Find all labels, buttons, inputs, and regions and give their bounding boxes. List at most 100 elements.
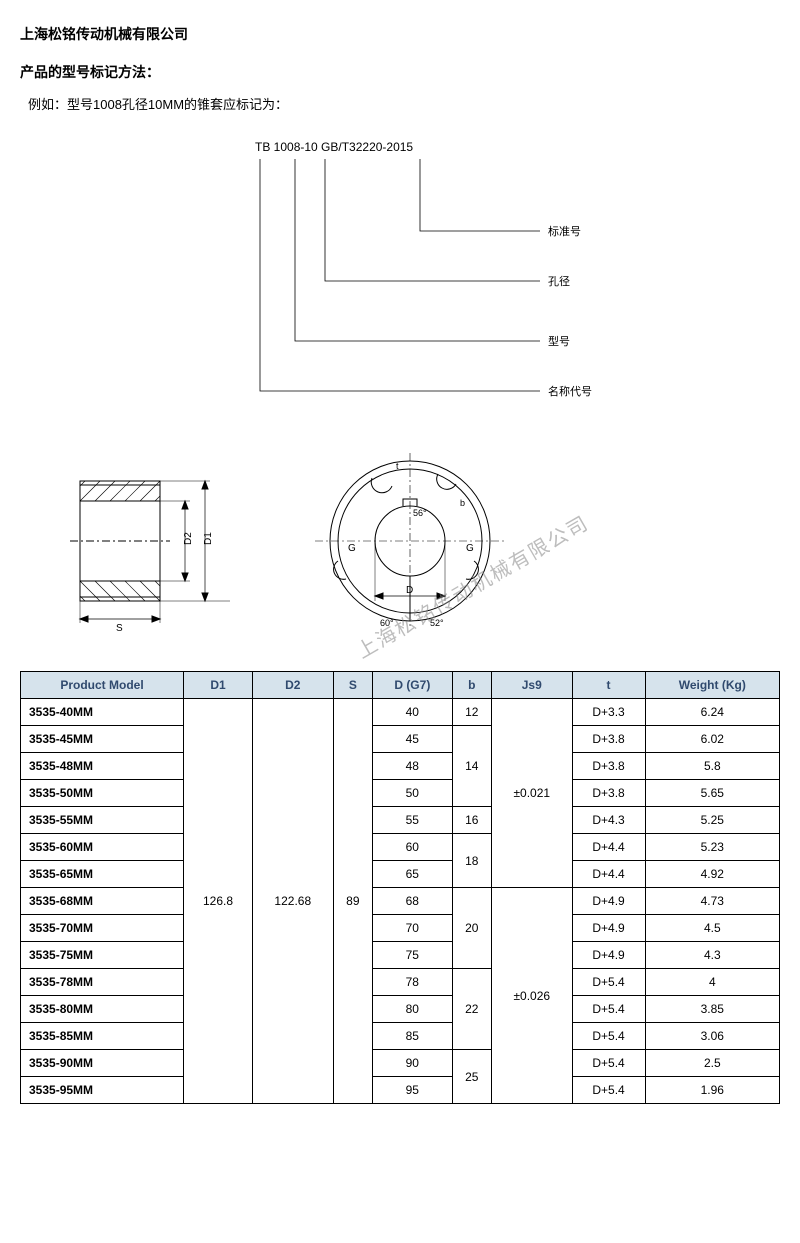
table-row: 3535-95MM 95 D+5.41.96 (21, 1077, 780, 1104)
table-row: 3535-68MM6820±0.026D+4.94.73 (21, 888, 780, 915)
cell-t: D+5.4 (572, 1077, 645, 1104)
dim-s: S (116, 623, 123, 631)
cell-weight: 4.73 (645, 888, 779, 915)
cell-t: D+5.4 (572, 1023, 645, 1050)
cell-weight: 1.96 (645, 1077, 779, 1104)
label-name-code: 名称代号 (548, 384, 592, 398)
cell-model: 3535-55MM (21, 807, 184, 834)
cell-js9: ±0.021 (492, 699, 573, 888)
cell-t: D+4.4 (572, 834, 645, 861)
th-s: S (333, 672, 372, 699)
label-model: 型号 (548, 334, 570, 348)
table-row: 3535-65MM65D+4.44.92 (21, 861, 780, 888)
cell-d: 55 (373, 807, 452, 834)
table-row: 3535-48MM 48 D+3.85.8 (21, 753, 780, 780)
cell-d: 68 (373, 888, 452, 915)
cell-model: 3535-60MM (21, 834, 184, 861)
table-row: 3535-90MM9025D+5.42.5 (21, 1050, 780, 1077)
cell-d: 70 (373, 915, 452, 942)
cell-d: 45 (373, 726, 452, 753)
cell-d: 50 (373, 780, 452, 807)
ang-56: 56° (413, 508, 427, 518)
cell-weight: 5.25 (645, 807, 779, 834)
ang-60: 60° (380, 618, 394, 628)
table-row: 3535-78MM7822D+5.44 (21, 969, 780, 996)
table-row: 3535-60MM6018D+4.45.23 (21, 834, 780, 861)
cell-weight: 6.24 (645, 699, 779, 726)
cell-model: 3535-80MM (21, 996, 184, 1023)
cell-model: 3535-75MM (21, 942, 184, 969)
cell-weight: 5.65 (645, 780, 779, 807)
cell-t: D+3.3 (572, 699, 645, 726)
cell-weight: 2.5 (645, 1050, 779, 1077)
th-t: t (572, 672, 645, 699)
cell-model: 3535-85MM (21, 1023, 184, 1050)
cell-d1: 126.8 (184, 699, 253, 1104)
th-dg7: D (G7) (373, 672, 452, 699)
cell-b: 25 (452, 1050, 491, 1104)
cell-b: 20 (452, 888, 491, 969)
cell-t: D+4.9 (572, 888, 645, 915)
cell-t: D+5.4 (572, 969, 645, 996)
th-weight: Weight (Kg) (645, 672, 779, 699)
designation-diagram: TB 1008-10 GB/T32220-2015 标准号 孔径 型号 名称代号 (20, 131, 780, 431)
cell-t: D+3.8 (572, 753, 645, 780)
cell-model: 3535-40MM (21, 699, 184, 726)
label-standard: 标准号 (548, 224, 581, 238)
dim-b: b (460, 498, 465, 508)
table-row: 3535-80MM 80 D+5.43.85 (21, 996, 780, 1023)
dim-d: D (406, 585, 413, 596)
cell-weight: 4 (645, 969, 779, 996)
example-text: 例如：型号1008孔径10MM的锥套应标记为： (28, 94, 780, 113)
cell-model: 3535-90MM (21, 1050, 184, 1077)
cell-weight: 4.92 (645, 861, 779, 888)
cell-weight: 5.8 (645, 753, 779, 780)
table-header-row: Product Model D1 D2 S D (G7) b Js9 t Wei… (21, 672, 780, 699)
cell-d: 90 (373, 1050, 452, 1077)
designation-text: TB 1008-10 GB/T32220-2015 (255, 140, 413, 154)
cell-b: 18 (452, 834, 491, 888)
cell-t: D+3.8 (572, 726, 645, 753)
cell-weight: 3.85 (645, 996, 779, 1023)
cell-d: 75 (373, 942, 452, 969)
table-row: 3535-70MM70D+4.94.5 (21, 915, 780, 942)
cell-weight: 3.06 (645, 1023, 779, 1050)
cell-b: 14 (452, 726, 491, 807)
cell-model: 3535-78MM (21, 969, 184, 996)
cell-t: D+4.4 (572, 861, 645, 888)
cell-js9: ±0.026 (492, 888, 573, 1104)
table-row: 3535-55MM 5516 D+4.35.25 (21, 807, 780, 834)
cell-d: 40 (373, 699, 452, 726)
cell-model: 3535-50MM (21, 780, 184, 807)
cell-model: 3535-45MM (21, 726, 184, 753)
section-title: 产品的型号标记方法： (20, 62, 780, 82)
cell-t: D+4.9 (572, 942, 645, 969)
cell-d: 85 (373, 1023, 452, 1050)
ang-52: 52° (430, 618, 444, 628)
table-row: 3535-45MM4514D+3.86.02 (21, 726, 780, 753)
cell-b: 16 (452, 807, 491, 834)
cell-model: 3535-70MM (21, 915, 184, 942)
side-view-drawing: D2 D1 S (60, 461, 250, 631)
th-d1: D1 (184, 672, 253, 699)
cell-weight: 5.23 (645, 834, 779, 861)
cell-model: 3535-95MM (21, 1077, 184, 1104)
cell-d2: 122.68 (252, 699, 333, 1104)
dim-g2: G (466, 543, 474, 554)
cell-d: 95 (373, 1077, 452, 1104)
cell-model: 3535-68MM (21, 888, 184, 915)
cell-weight: 4.5 (645, 915, 779, 942)
spec-table: Product Model D1 D2 S D (G7) b Js9 t Wei… (20, 671, 780, 1104)
company-name: 上海松铭传动机械有限公司 (20, 24, 780, 44)
cell-d: 80 (373, 996, 452, 1023)
th-d2: D2 (252, 672, 333, 699)
cell-d: 65 (373, 861, 452, 888)
cell-t: D+4.3 (572, 807, 645, 834)
cell-t: D+5.4 (572, 996, 645, 1023)
cell-d: 48 (373, 753, 452, 780)
cell-t: D+5.4 (572, 1050, 645, 1077)
dim-d1: D1 (203, 532, 214, 545)
cell-d: 78 (373, 969, 452, 996)
cell-model: 3535-48MM (21, 753, 184, 780)
table-row: 3535-40MM126.8122.68894012±0.021D+3.36.2… (21, 699, 780, 726)
